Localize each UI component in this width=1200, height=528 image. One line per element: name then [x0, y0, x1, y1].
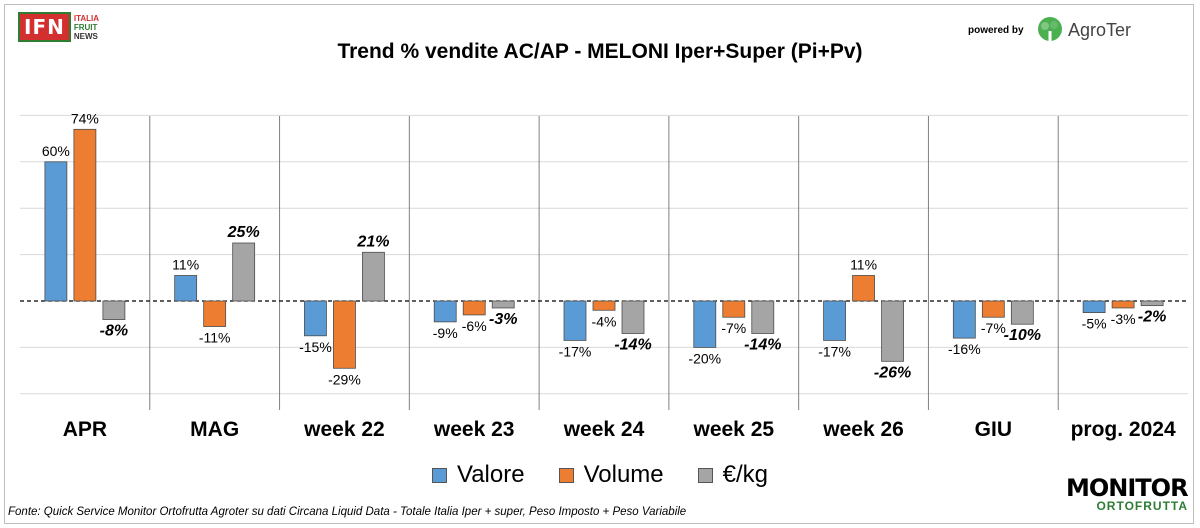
category-label: week 23 — [433, 418, 515, 441]
data-label: -29% — [328, 371, 361, 387]
data-label: -14% — [614, 336, 651, 353]
bar-eurkg — [1010, 300, 1034, 325]
data-label: -7% — [981, 320, 1006, 336]
data-label: -14% — [744, 336, 781, 353]
monitor-logo-top: MONITOR — [1066, 474, 1189, 502]
data-label: -20% — [688, 350, 721, 366]
data-label: 74% — [71, 110, 99, 126]
bar-valore — [1082, 300, 1106, 314]
ifn-logo-mark: IFN — [18, 12, 71, 42]
bar-valore — [563, 300, 587, 341]
bar-eurkg — [1140, 300, 1164, 307]
data-label: 11% — [850, 256, 877, 272]
data-label: -17% — [818, 343, 851, 359]
bar-valore — [952, 300, 976, 339]
bar-valore — [693, 300, 717, 348]
category-label: MAG — [190, 418, 239, 441]
chart-frame — [4, 4, 1194, 524]
bar-volume — [722, 300, 746, 318]
bar-eurkg — [491, 300, 515, 309]
data-label: -8% — [100, 323, 128, 340]
bar-volume — [203, 300, 227, 327]
source-footnote: Fonte: Quick Service Monitor Ortofrutta … — [8, 506, 687, 518]
legend-label-valore: Valore — [456, 461, 525, 488]
legend-swatch-volume — [558, 467, 574, 483]
data-label: -6% — [462, 318, 487, 334]
monitor-ortofrutta-logo: MONITOR ORTOFRUTTA — [1066, 474, 1189, 513]
bar-valore — [304, 300, 327, 337]
chart-legend: Valore Volume €/kg — [0, 461, 1200, 489]
data-label: 11% — [172, 256, 199, 272]
bar-volume — [462, 300, 486, 316]
bar-eurkg — [751, 300, 775, 334]
bar-volume — [981, 300, 1005, 318]
bar-eurkg — [881, 300, 904, 362]
data-label: -26% — [874, 364, 911, 381]
legend-label-volume: Volume — [583, 461, 664, 488]
bar-eurkg — [362, 251, 385, 302]
legend-item-volume: Volume — [558, 461, 664, 489]
data-label: 60% — [42, 143, 70, 159]
bar-volume — [333, 300, 356, 369]
category-label: week 22 — [303, 418, 385, 441]
bar-valore — [44, 161, 68, 302]
monitor-logo-bottom: ORTOFRUTTA — [1096, 499, 1188, 513]
ifn-logo-text: ITALIA FRUIT NEWS — [74, 14, 99, 41]
bar-volume — [1111, 300, 1135, 309]
bar-valore — [174, 275, 198, 302]
category-label: week 25 — [692, 418, 774, 441]
data-label: -9% — [433, 325, 458, 341]
bar-volume — [852, 275, 875, 302]
category-label: week 24 — [563, 418, 645, 441]
legend-label-eurkg: €/kg — [722, 461, 769, 488]
chart-title: Trend % vendite AC/AP - MELONI Iper+Supe… — [337, 40, 863, 63]
legend-swatch-eurkg — [697, 467, 713, 483]
data-label: -16% — [948, 341, 981, 357]
legend-item-eurkg: €/kg — [697, 461, 769, 489]
data-label: -4% — [592, 313, 617, 329]
bar-eurkg — [102, 300, 126, 320]
category-label: prog. 2024 — [1071, 418, 1176, 441]
tree-icon — [1038, 17, 1062, 42]
bar-eurkg — [232, 242, 256, 302]
category-label: APR — [63, 418, 107, 441]
data-label: -15% — [299, 339, 332, 355]
data-label: -17% — [559, 343, 592, 359]
category-label: week 26 — [822, 418, 904, 441]
category-label: GIU — [975, 418, 1012, 441]
data-label: 21% — [356, 233, 389, 250]
data-label: -11% — [199, 330, 231, 346]
data-label: -3% — [1111, 311, 1136, 327]
bar-valore — [433, 300, 457, 323]
bar-eurkg — [621, 300, 645, 334]
legend-item-valore: Valore — [431, 461, 525, 489]
data-label: 25% — [227, 224, 260, 241]
data-label: -2% — [1138, 309, 1166, 326]
data-label: -10% — [1004, 327, 1041, 344]
bar-valore — [823, 300, 846, 341]
legend-swatch-valore — [431, 467, 447, 483]
data-label: -7% — [721, 320, 746, 336]
ifn-logo: IFN ITALIA FRUIT NEWS — [18, 12, 99, 42]
bar-volume — [592, 300, 616, 311]
powered-by-label: powered by — [968, 25, 1024, 36]
ifn-line-3: NEWS — [73, 31, 98, 41]
agroter-name: AgroTer — [1068, 19, 1132, 40]
data-label: -5% — [1082, 316, 1107, 332]
data-label: -3% — [489, 311, 517, 328]
bar-volume — [73, 128, 97, 302]
agroter-logo: AgroTer — [1036, 16, 1131, 44]
ifn-line-1: ITALIA — [73, 13, 100, 23]
ifn-line-2: FRUIT — [73, 22, 98, 32]
